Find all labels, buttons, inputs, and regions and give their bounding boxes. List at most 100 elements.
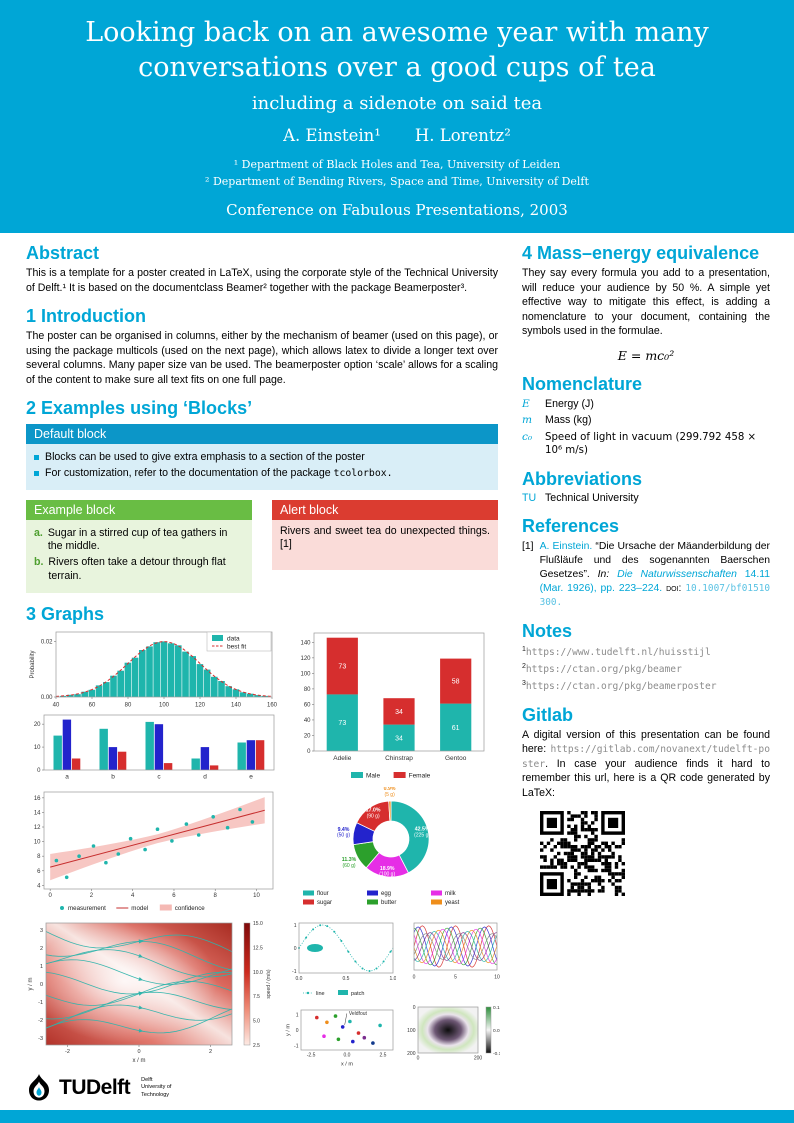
mass-energy-formula: E = mc₀²: [617, 348, 675, 364]
svg-text:20: 20: [304, 733, 311, 739]
svg-text:butter: butter: [381, 900, 396, 906]
svg-text:-0.1: -0.1: [493, 1051, 500, 1057]
introduction-text: The poster can be organised in columns, …: [26, 330, 498, 386]
svg-text:200: 200: [407, 1051, 416, 1057]
svg-text:yeast: yeast: [445, 900, 460, 906]
affiliation-2: ² Department of Bending Rivers, Space an…: [205, 175, 589, 189]
svg-text:2.5: 2.5: [379, 1052, 386, 1058]
svg-text:10.0: 10.0: [253, 970, 263, 976]
mini-scatter-chart: Veldfout -2.5 0.0 2.5 -1 0 1 x / m y / m: [284, 1003, 396, 1066]
multi-line-chart: 0 5 10: [402, 919, 500, 981]
svg-text:2: 2: [209, 1049, 212, 1055]
svg-text:17.0%: 17.0%: [366, 807, 381, 813]
svg-text:patch: patch: [351, 991, 364, 997]
svg-text:x / m: x / m: [341, 1061, 353, 1066]
svg-text:0: 0: [294, 946, 297, 952]
svg-text:15.0: 15.0: [253, 921, 263, 927]
svg-text:18.9%: 18.9%: [380, 866, 395, 872]
reference-1: [1] A. Einstein. “Die Ursache der Mäande…: [522, 540, 770, 611]
svg-text:12.5: 12.5: [253, 945, 263, 951]
svg-text:40: 40: [53, 702, 60, 708]
svg-text:0.0: 0.0: [296, 976, 303, 982]
svg-text:2.5: 2.5: [253, 1043, 260, 1049]
svg-text:Chinstrap: Chinstrap: [385, 755, 413, 762]
svg-text:b: b: [111, 773, 115, 780]
svg-text:y / m: y / m: [286, 1023, 292, 1035]
notes-heading: Notes: [522, 621, 573, 642]
svg-text:6: 6: [37, 869, 41, 875]
title-line-2: conversations over a good cups of tea: [138, 51, 656, 83]
svg-text:10: 10: [494, 974, 500, 980]
svg-text:-2: -2: [65, 1049, 70, 1055]
example-block-title: Example block: [26, 499, 252, 520]
title-line-1: Looking back on an awesome year with man…: [85, 17, 709, 48]
poster-body: Abstract This is a template for a poster…: [0, 233, 794, 1066]
svg-text:1: 1: [40, 964, 43, 970]
svg-text:8: 8: [37, 854, 41, 860]
svg-text:58: 58: [452, 678, 460, 685]
mini-charts-grid: 0.0 0.5 1.0 -1 0 1 line patch 0 5 10 Veldfout -2.5…: [284, 919, 502, 1066]
svg-text:Adelie: Adelie: [333, 755, 351, 762]
gitlab-link[interactable]: https://gitlab.com/novanext/tudelft-post…: [522, 744, 770, 770]
reference-body: A. Einstein. “Die Ursache der Mäanderbil…: [540, 540, 770, 611]
references-heading: References: [522, 516, 620, 537]
svg-text:(225 g): (225 g): [414, 832, 430, 838]
svg-text:(100 g): (100 g): [379, 871, 395, 877]
note-2-link[interactable]: https://ctan.org/pkg/beamer: [525, 663, 682, 675]
svg-text:1: 1: [296, 1012, 299, 1018]
svg-text:2: 2: [90, 893, 94, 899]
note-3-link[interactable]: https://ctan.org/pkg/beamerposter: [525, 680, 717, 692]
svg-text:flour: flour: [317, 891, 329, 897]
affiliations: ¹ Department of Black Holes and Tea, Uni…: [30, 156, 764, 190]
svg-text:120: 120: [300, 656, 311, 662]
svg-text:model: model: [131, 905, 148, 912]
tudelft-flame-icon: [29, 1074, 49, 1101]
gitlab-heading: Gitlab: [522, 704, 574, 725]
nomenclature-row-mass: m Mass (kg): [522, 414, 592, 427]
svg-text:0: 0: [417, 1055, 420, 1061]
poster-footer: TUDelft Delft University of Technology: [0, 1066, 794, 1110]
example-item-a: a. Sugar in a stirred cup of tea gathers…: [34, 526, 228, 553]
svg-text:40: 40: [304, 718, 311, 724]
svg-text:1: 1: [294, 923, 297, 929]
histogram-best-fit-chart: 40 60 80 100 120 140 160 0.00 0.02 Probability dat…: [26, 627, 278, 709]
svg-text:Veldfout: Veldfout: [349, 1011, 368, 1017]
svg-text:confidence: confidence: [175, 905, 205, 912]
example-alert-row: Example block a. Sugar in a stirred cup …: [26, 499, 498, 593]
default-block-title: Default block: [26, 424, 498, 445]
bullet-square-icon: [34, 455, 39, 461]
penguin-stacked-bar-chart: 73 73 Adelie 34 34 Chinstrap 61 58 Gentoo 0 20 40 60…: [290, 627, 490, 783]
nomenclature-row-energy: E Energy (J): [522, 397, 594, 410]
svg-text:egg: egg: [381, 891, 391, 897]
doi-link[interactable]: 10.1007/bf01510300.: [539, 583, 771, 609]
svg-text:10: 10: [34, 745, 41, 751]
svg-text:14: 14: [34, 810, 41, 816]
note-1-link[interactable]: https://www.tudelft.nl/huisstijl: [525, 646, 711, 658]
example-block: Example block a. Sugar in a stirred cup …: [26, 499, 252, 593]
svg-text:60: 60: [89, 702, 96, 708]
svg-text:80: 80: [304, 687, 311, 693]
svg-text:sugar: sugar: [317, 900, 332, 906]
svg-text:120: 120: [195, 702, 206, 708]
svg-text:0: 0: [37, 768, 41, 774]
author-1: A. Einstein¹: [283, 126, 381, 146]
svg-text:100: 100: [300, 671, 311, 677]
svg-text:measurement: measurement: [68, 905, 106, 912]
svg-text:0.02: 0.02: [41, 640, 53, 646]
note-3: 3https://ctan.org/pkg/beamerposter: [522, 679, 717, 692]
svg-text:-1: -1: [294, 1043, 299, 1049]
tudelft-logo-subtext: Delft University of Technology: [141, 1077, 172, 1098]
svg-text:42.5%: 42.5%: [415, 826, 430, 832]
svg-text:best fit: best fit: [227, 643, 246, 650]
abbreviations-heading: Abbreviations: [522, 468, 643, 489]
regression-scatter-chart: 0 2 4 6 8 10 4 6 8 10 12 14 16 measurement model confid…: [26, 787, 278, 915]
svg-text:-2.5: -2.5: [307, 1052, 316, 1058]
svg-text:0: 0: [49, 893, 53, 899]
svg-text:10: 10: [34, 839, 41, 845]
gaussian-heatmap-chart: 0 200 0 100 200 0.1 0.0 -0.1: [402, 1003, 501, 1066]
svg-text:34: 34: [395, 709, 403, 716]
nomenclature-row-lightspeed: c₀ Speed of light in vacuum (299.792 458…: [522, 431, 757, 457]
svg-text:73: 73: [338, 663, 346, 670]
svg-text:Gentoo: Gentoo: [445, 755, 467, 762]
svg-text:3: 3: [40, 928, 43, 934]
